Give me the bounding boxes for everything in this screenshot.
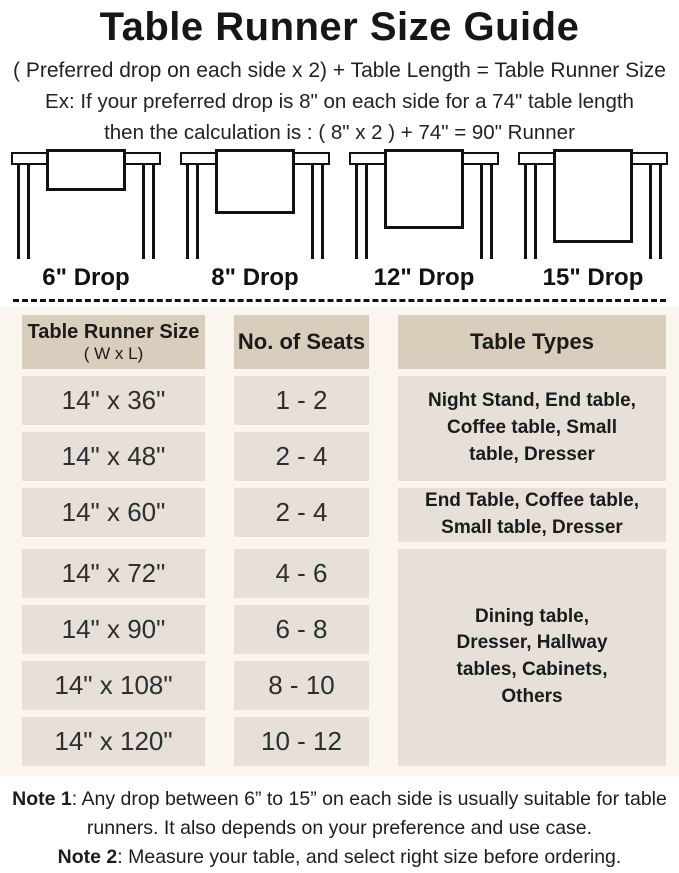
example-line-1: Ex: If your preferred drop is 8" on each… (45, 90, 634, 113)
runner-size-cell: 14" x 108" (22, 660, 205, 710)
seats-cell: 4 - 6 (234, 548, 369, 598)
note-1-label: Note 1 (12, 787, 72, 810)
table-leg-right (649, 163, 662, 259)
table-illustration (348, 149, 500, 259)
table-illustration (179, 149, 331, 259)
note-1-text: : Any drop between 6” to 15” on each sid… (71, 787, 667, 840)
runner-size-formula: ( Preferred drop on each side x 2) + Tab… (13, 59, 666, 82)
size-guide-section: Table Runner Size ( W x L) No. of Seats … (0, 307, 679, 776)
column-header-table-types: Table Types (398, 315, 666, 369)
note-1: Note 1: Any drop between 6” to 15” on ea… (2, 785, 677, 844)
drop-label: 12" Drop (373, 264, 475, 291)
runner-size-cell: 14" x 90" (22, 604, 205, 654)
seats-cell: 2 - 4 (234, 432, 369, 481)
drop-figure-12: 12" Drop (348, 149, 500, 292)
runner-shape (215, 149, 295, 214)
size-guide-table: Table Runner Size ( W x L) No. of Seats … (22, 315, 666, 766)
runner-size-cell: 14" x 120" (22, 716, 205, 766)
runner-size-cell: 14" x 60" (22, 488, 205, 537)
example-line-2: then the calculation is : ( 8" x 2 ) + 7… (104, 121, 575, 144)
page-title: Table Runner Size Guide (99, 5, 580, 49)
column-header-seats: No. of Seats (234, 315, 369, 369)
runner-size-cell: 14" x 72" (22, 548, 205, 598)
table-leg-left (524, 163, 537, 259)
seats-cell: 8 - 10 (234, 660, 369, 710)
seats-cell: 6 - 8 (234, 604, 369, 654)
column-header-runner-size: Table Runner Size ( W x L) (22, 315, 205, 369)
drop-label: 8" Drop (211, 264, 299, 291)
dashed-divider (13, 299, 666, 302)
drop-label: 6" Drop (42, 264, 130, 291)
table-types-cell: Night Stand, End table, Coffee table, Sm… (398, 376, 666, 481)
note-2-text: : Measure your table, and select right s… (117, 846, 622, 869)
runner-shape (46, 149, 126, 191)
table-types-cell: Dining table, Dresser, Hallway tables, C… (398, 548, 666, 766)
table-leg-right (480, 163, 493, 259)
runner-shape (553, 149, 633, 243)
drop-figures-row: 6" Drop 8" Drop 12" Drop 15" Drop (0, 145, 679, 292)
table-leg-right (142, 163, 155, 259)
drop-figure-15: 15" Drop (517, 149, 669, 292)
runner-size-cell: 14" x 48" (22, 432, 205, 481)
table-illustration (10, 149, 162, 259)
seats-cell: 1 - 2 (234, 376, 369, 425)
note-2: Note 2: Measure your table, and select r… (2, 843, 677, 872)
table-leg-right (311, 163, 324, 259)
drop-figure-6: 6" Drop (10, 149, 162, 292)
table-leg-left (355, 163, 368, 259)
table-illustration (517, 149, 669, 259)
table-leg-left (17, 163, 30, 259)
table-leg-left (186, 163, 199, 259)
drop-figure-8: 8" Drop (179, 149, 331, 292)
seats-cell: 2 - 4 (234, 488, 369, 537)
drop-label: 15" Drop (542, 264, 644, 291)
note-2-label: Note 2 (57, 846, 118, 869)
runner-shape (384, 149, 464, 229)
table-types-cell: End Table, Coffee table, Small table, Dr… (398, 488, 666, 542)
runner-size-cell: 14" x 36" (22, 376, 205, 425)
notes-block: Note 1: Any drop between 6” to 15” on ea… (0, 785, 679, 873)
seats-cell: 10 - 12 (234, 716, 369, 766)
